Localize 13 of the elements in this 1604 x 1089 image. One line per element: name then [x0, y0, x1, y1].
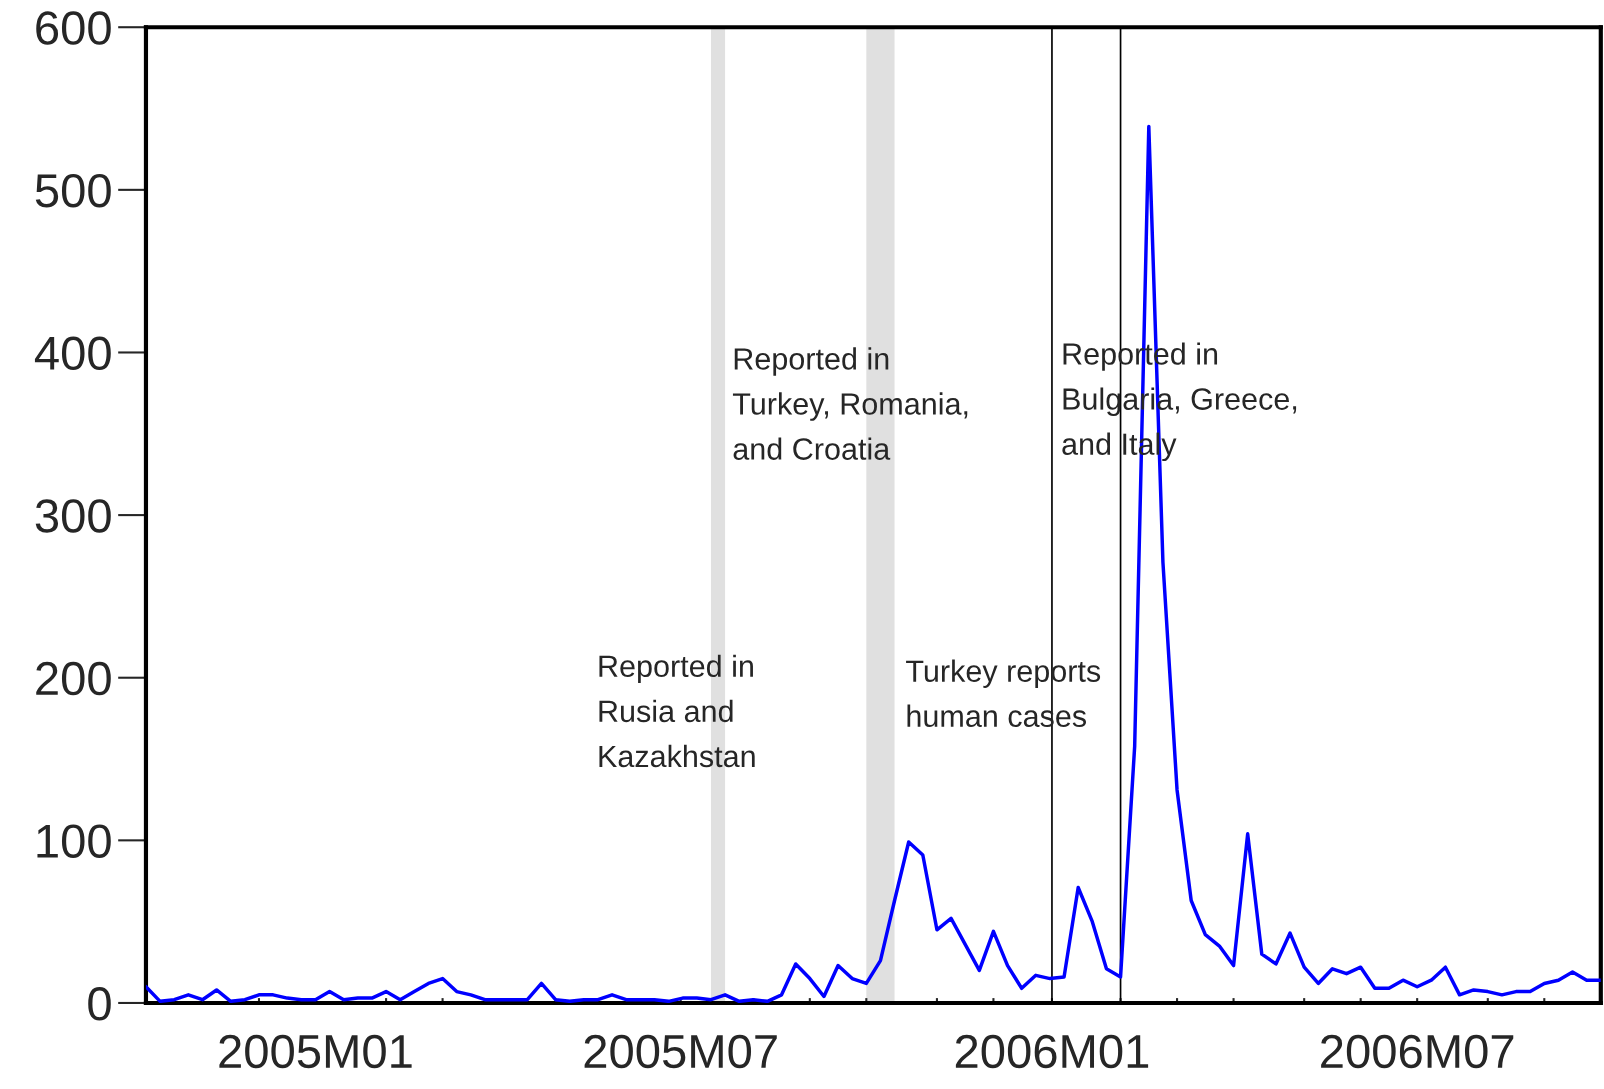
x-tick-label: 2006M01	[955, 1034, 1149, 1069]
y-tick-label: 200	[36, 661, 111, 696]
x-tick-label: 2005M01	[219, 1034, 412, 1069]
y-tick-label: 0	[88, 987, 111, 1021]
y-tick-label: 400	[34, 336, 111, 371]
annotation: Reported in Turkey, Romania, and Croatia	[732, 347, 968, 460]
x-tick-label: 2005M07	[584, 1034, 777, 1069]
y-tick-label: 500	[35, 173, 111, 208]
y-tick-label: 300	[35, 499, 111, 533]
y-tick-label: 600	[36, 11, 111, 45]
annotation: Reported in Rusia and Kazakhstan	[599, 654, 755, 768]
y-tick-label: 100	[37, 824, 111, 858]
x-tick-label: 2006M07	[1321, 1034, 1514, 1069]
